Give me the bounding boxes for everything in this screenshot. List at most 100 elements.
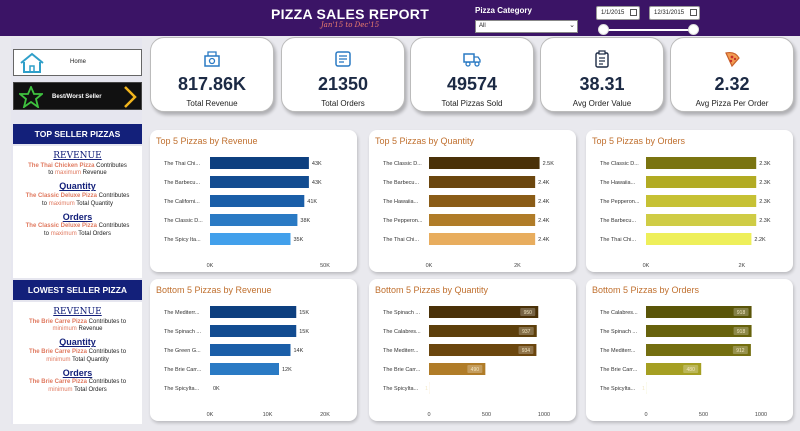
top-seller-heading: TOP SELLER PIZZAS	[13, 124, 142, 144]
tick-label: 500	[482, 412, 491, 418]
date-end-value: 12/31/2015	[654, 10, 685, 16]
tick-label: 50K	[320, 263, 330, 269]
bar[interactable]	[646, 195, 757, 207]
kpi-label: Total Revenue	[186, 99, 238, 108]
bar[interactable]	[646, 233, 752, 245]
chart-title: Top 5 Pizzas by Orders	[592, 136, 686, 146]
bar[interactable]	[429, 214, 536, 226]
bar[interactable]	[210, 176, 309, 188]
data-label-bg	[733, 327, 749, 335]
tick-label: 0K	[207, 412, 214, 418]
bar[interactable]	[210, 157, 309, 169]
star-icon	[19, 86, 43, 108]
low-revenue-keyword: minimum	[52, 326, 77, 333]
bar[interactable]	[210, 233, 291, 245]
home-nav-button[interactable]: Home	[13, 49, 142, 76]
tick-label: 20K	[320, 412, 330, 418]
top-orders-t2: to	[44, 231, 50, 238]
chart-svg: The Classic D... 2.5K The Barbecu... 2.4K Th…	[383, 157, 554, 269]
bar[interactable]	[429, 363, 486, 375]
data-label: 490	[471, 367, 480, 373]
data-label-bg	[732, 346, 748, 354]
chart-title: Top 5 Pizzas by Revenue	[156, 136, 258, 146]
best-worst-nav-button[interactable]: Best/Worst Seller	[13, 82, 142, 110]
data-label: 2.4K	[538, 199, 550, 205]
bar[interactable]	[429, 195, 536, 207]
data-label: 12K	[282, 367, 292, 373]
bar[interactable]	[429, 344, 537, 356]
bar[interactable]	[646, 214, 757, 226]
bar[interactable]	[210, 214, 298, 226]
date-range-slider[interactable]	[600, 29, 696, 31]
data-label: 15K	[299, 310, 309, 316]
bar[interactable]	[646, 325, 752, 337]
bar[interactable]	[210, 306, 297, 318]
top-revenue-heading: REVENUE	[53, 151, 102, 161]
data-label-bg	[518, 327, 534, 335]
calendar-icon[interactable]	[690, 9, 697, 16]
date-slider-start-handle[interactable]	[598, 24, 609, 35]
category-label: The Classic D...	[164, 218, 203, 224]
bar[interactable]	[646, 363, 702, 375]
low-orders-t3: Total Orders	[74, 387, 107, 394]
orders-icon	[335, 51, 351, 67]
data-label: 43K	[312, 180, 322, 186]
data-label: 14K	[294, 348, 304, 354]
low-quantity-t3: Total Quantity	[72, 356, 109, 363]
chart-top-quantity: Top 5 Pizzas by Quantity The Classic D..…	[369, 130, 576, 272]
data-label: 1	[642, 386, 645, 392]
chart-title: Bottom 5 Pizzas by Revenue	[156, 285, 272, 295]
bar[interactable]	[429, 176, 536, 188]
sidebar: Home Best/Worst Seller TOP SELLER PIZZAS…	[11, 38, 142, 424]
bar[interactable]	[210, 363, 279, 375]
bar[interactable]	[646, 157, 757, 169]
bar[interactable]	[210, 344, 291, 356]
bar[interactable]	[429, 325, 537, 337]
data-label: 15K	[299, 329, 309, 335]
chart-title: Bottom 5 Pizzas by Orders	[592, 285, 700, 295]
top-revenue-keyword: maximum	[54, 170, 81, 177]
date-start-input[interactable]: 1/1/2015	[596, 6, 640, 20]
bar[interactable]	[646, 306, 752, 318]
category-label: The Brie Carr...	[164, 367, 202, 373]
bar[interactable]	[646, 176, 757, 188]
data-label: 38K	[300, 218, 310, 224]
date-slider-end-handle[interactable]	[688, 24, 699, 35]
bar[interactable]	[429, 306, 539, 318]
low-revenue-t1: Contributes to	[88, 318, 127, 325]
chart-svg: The Spinach ... 950 The Calabres... 937 The …	[383, 306, 550, 418]
category-label: The Brie Carr...	[383, 367, 421, 373]
category-label: The Spinach ...	[164, 329, 201, 335]
top-revenue-t1: Contributes	[96, 162, 127, 169]
calendar-icon[interactable]	[630, 9, 637, 16]
data-label: 480	[687, 367, 696, 373]
category-label: The Calabres...	[383, 329, 421, 335]
kpi-total-revenue: 817.86K Total Revenue	[150, 37, 274, 112]
data-label: 2.2K	[754, 237, 766, 243]
delivery-icon	[463, 53, 481, 67]
low-orders-text: The Brie Carre Pizza Contributes to mini…	[13, 379, 142, 395]
low-quantity-keyword: minimum	[46, 356, 71, 363]
data-label-bg	[683, 365, 699, 373]
data-label-bg	[733, 308, 749, 316]
data-label: 0K	[213, 386, 220, 392]
date-end-input[interactable]: 12/31/2015	[649, 6, 700, 20]
bar[interactable]	[210, 325, 297, 337]
category-label: The Pepperon...	[600, 199, 640, 205]
header-bar: PIZZA SALES REPORT Jan'15 to Dec'15 Pizz…	[0, 0, 800, 36]
category-label: The Barbecu...	[383, 180, 420, 186]
bar[interactable]	[429, 233, 536, 245]
bar[interactable]	[429, 157, 540, 169]
top-revenue-pizza: The Thai Chicken Pizza	[28, 162, 95, 169]
data-label: 43K	[312, 161, 322, 167]
tick-label: 0K	[643, 263, 650, 269]
bar[interactable]	[210, 195, 305, 207]
category-label: The Mediterr...	[600, 348, 636, 354]
category-filter-dropdown[interactable]: All ⌄	[475, 20, 578, 33]
data-label-bg	[636, 384, 651, 392]
top-orders-pizza: The Classic Deluxe Pizza	[25, 223, 97, 230]
bar[interactable]	[646, 344, 751, 356]
top-quantity-t3: Total Quantity	[76, 200, 113, 207]
category-label: The Brie Carr...	[600, 367, 638, 373]
data-label: 950	[524, 310, 533, 316]
